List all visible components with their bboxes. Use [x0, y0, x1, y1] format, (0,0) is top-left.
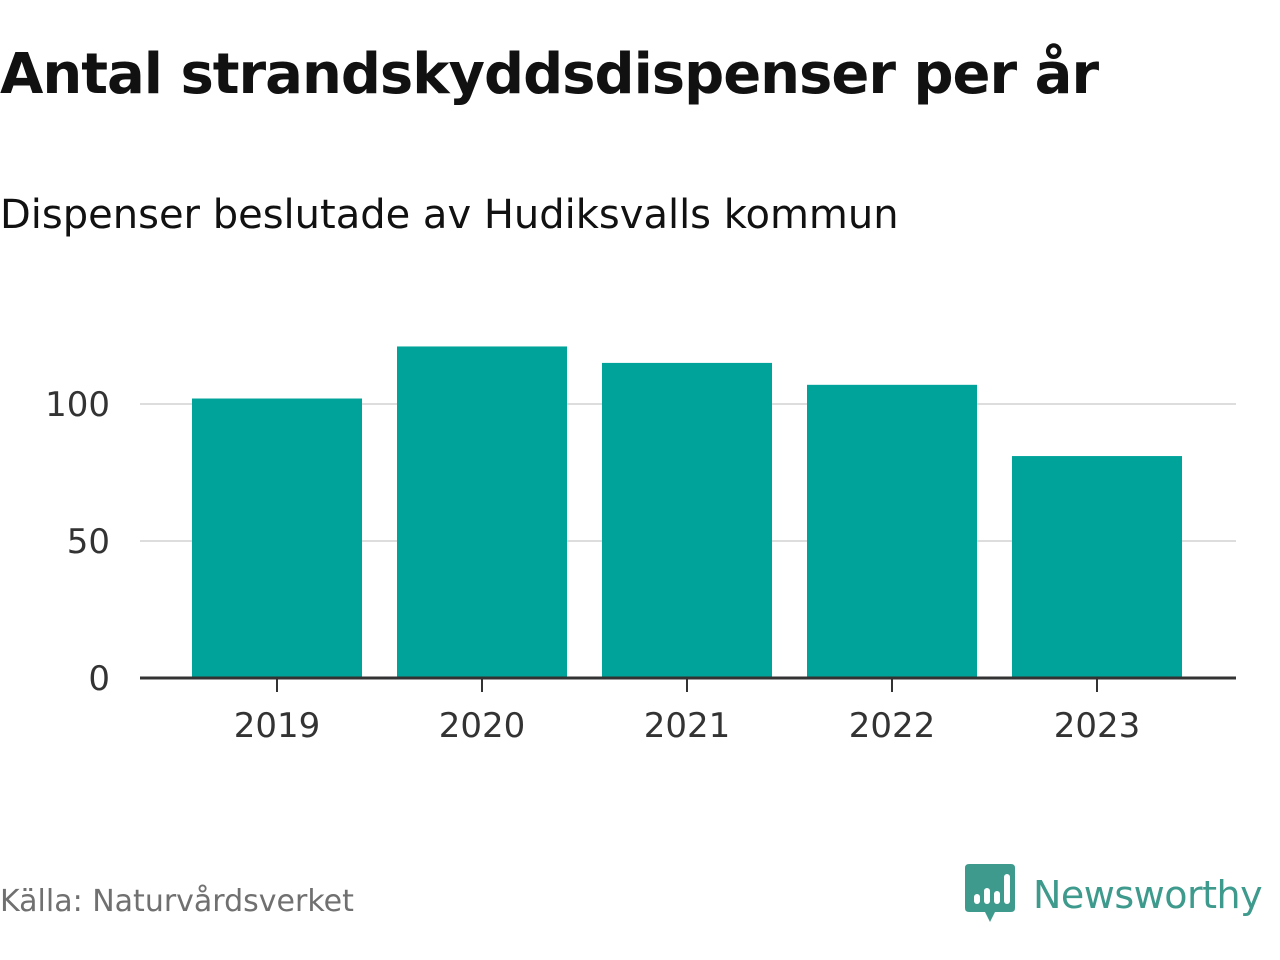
bar-2019 — [192, 398, 362, 678]
brand-logo: Newsworthy — [965, 864, 1263, 926]
x-tick-label-2022: 2022 — [849, 706, 936, 746]
chart-title: Antal strandskyddsdispenser per år — [0, 42, 1099, 107]
bar-2021 — [602, 362, 772, 678]
brand-name: Newsworthy — [1033, 873, 1263, 917]
x-tick-label-2020: 2020 — [439, 706, 526, 746]
y-tick-label-50: 50 — [67, 522, 110, 562]
x-tick-label-2021: 2021 — [644, 706, 731, 746]
bar-2023 — [1012, 456, 1182, 678]
newsworthy-logo-icon — [965, 864, 1015, 922]
x-tick-label-2023: 2023 — [1054, 706, 1141, 746]
y-tick-label-100: 100 — [45, 385, 110, 425]
bar-2022 — [807, 384, 977, 678]
y-tick-label-0: 0 — [88, 659, 110, 699]
source-note: Källa: Naturvårdsverket — [0, 884, 354, 919]
bar-2020 — [397, 346, 567, 678]
x-tick-label-2019: 2019 — [234, 706, 321, 746]
chart-subtitle: Dispenser beslutade av Hudiksvalls kommu… — [0, 192, 899, 238]
